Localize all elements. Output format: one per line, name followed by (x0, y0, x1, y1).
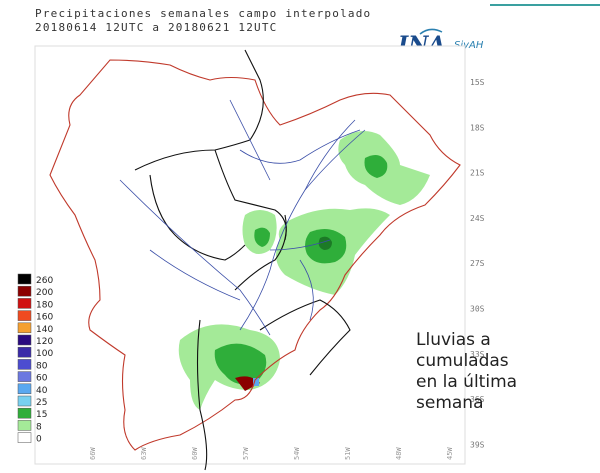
logo-swoosh (419, 28, 443, 35)
basin-outline (49, 59, 461, 451)
legend-swatch (17, 383, 32, 395)
precip-areas (178, 131, 430, 410)
map-frame (34, 45, 466, 465)
legend-label: 120 (36, 337, 53, 347)
latitude-label: 39S (470, 440, 485, 449)
legend-swatch (17, 359, 32, 370)
legend-label: 200 (36, 288, 53, 298)
latitude-label: 24S (470, 214, 485, 223)
latitude-label: 18S (470, 123, 485, 132)
legend-label: 40 (36, 386, 48, 396)
latitude-label: 27S (470, 259, 485, 268)
longitude-labels: 66W 63W 60W 57W 54W 51W 48W 45W (89, 447, 454, 460)
longitude-label: 60W (191, 447, 199, 460)
legend-label: 15 (36, 410, 47, 420)
legend-swatch (17, 322, 32, 334)
legend-label: 60 (36, 374, 48, 384)
country-borders (134, 49, 351, 471)
legend-swatch (17, 432, 32, 443)
latitude-label: 15S (470, 78, 485, 87)
longitude-label: 57W (242, 447, 250, 460)
logo-system: SiyAH (454, 40, 484, 51)
legend-label: 180 (36, 300, 53, 310)
legend-swatch (17, 273, 32, 285)
legend-label: 160 (36, 313, 53, 323)
legend-swatch (17, 407, 32, 419)
legend-swatch (17, 310, 32, 321)
latitude-label: 33S (470, 350, 485, 359)
annotation-line: semana (416, 393, 484, 413)
latitude-label: 21S (470, 169, 485, 178)
legend-label: 0 (36, 435, 42, 445)
longitude-label: 51W (344, 447, 352, 460)
legend-swatch (17, 346, 32, 358)
legend-label: 140 (36, 325, 53, 335)
legend-label: 100 (36, 349, 53, 359)
legend-label: 260 (36, 276, 53, 286)
title-line-2: 20180614 12UTC a 20180621 12UTC (35, 21, 278, 34)
longitude-label: 54W (293, 447, 301, 460)
annotation-line: en la última (416, 372, 517, 392)
annotation-line: Lluvias a (416, 330, 491, 350)
latitude-labels: 15S 18S 21S 24S 27S 30S 33S 36S 39S (470, 78, 485, 449)
latitude-label: 30S (470, 305, 485, 314)
longitude-label: 63W (140, 447, 148, 460)
legend-swatch (17, 334, 32, 346)
legend-swatch (17, 298, 32, 309)
legend-swatch (17, 395, 32, 407)
rivers (119, 99, 366, 336)
legend-label: 8 (36, 422, 42, 432)
longitude-label: 48W (395, 447, 403, 460)
legend-swatch (17, 285, 32, 297)
latitude-label: 36S (470, 395, 485, 404)
annotation-line: cumuladas (416, 351, 509, 371)
longitude-label: 45W (446, 447, 454, 460)
legend-swatch (17, 420, 32, 431)
legend-label: 25 (36, 398, 47, 408)
longitude-label: 66W (89, 447, 97, 460)
title-line-1: Precipitaciones semanales campo interpol… (35, 7, 371, 20)
legend-label: 80 (36, 361, 48, 371)
legend-swatch (17, 371, 32, 382)
